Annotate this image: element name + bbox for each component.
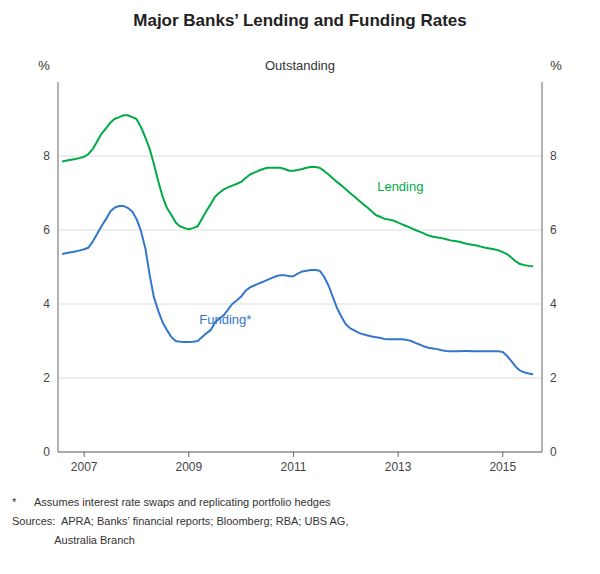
grid-line xyxy=(58,378,542,379)
y2-axis-label: % xyxy=(550,58,562,73)
title: Major Banks’ Lending and Funding Rates xyxy=(133,11,466,30)
footnote: * Assumes interest rate swaps and replic… xyxy=(12,496,331,508)
y-tick-label: 0 xyxy=(43,445,50,459)
line-label: Funding* xyxy=(199,312,251,327)
y-tick-label: 6 xyxy=(43,223,50,237)
y2-tick-label: 0 xyxy=(550,445,557,459)
y-axis-line xyxy=(58,82,59,452)
x-tick-label: 2007 xyxy=(71,460,98,474)
chart: Major Banks’ Lending and Funding Rates Ou… xyxy=(0,0,600,574)
grid-line xyxy=(58,156,542,157)
x-tick-label: 2011 xyxy=(281,460,307,474)
x-tick xyxy=(188,452,189,457)
grid-line xyxy=(58,304,542,305)
footnote: Australia Branch xyxy=(12,534,135,546)
y2-tick-label: 8 xyxy=(550,149,557,163)
y2-tick-label: 2 xyxy=(550,371,557,385)
x-tick xyxy=(502,452,503,457)
y-tick-label: 4 xyxy=(43,297,50,311)
series-line xyxy=(62,206,533,374)
grid-line xyxy=(58,230,542,231)
y-tick-label: 2 xyxy=(43,371,50,385)
grid xyxy=(58,156,542,452)
x-tick xyxy=(84,452,85,457)
line-label: Lending xyxy=(377,179,423,194)
x-tick-label: 2013 xyxy=(385,460,412,474)
series-line xyxy=(62,115,533,266)
y-axis-label: % xyxy=(38,58,50,73)
x-tick xyxy=(398,452,399,457)
grid-line xyxy=(58,452,542,453)
y-tick-label: 8 xyxy=(43,149,50,163)
subtitle: Outstanding xyxy=(265,58,335,73)
x-tick xyxy=(293,452,294,457)
x-tick-label: 2015 xyxy=(489,460,516,474)
lines xyxy=(62,115,533,374)
y2-tick-label: 4 xyxy=(550,297,557,311)
y2-axis-line xyxy=(542,82,543,452)
y2-tick-label: 6 xyxy=(550,223,557,237)
x-tick-label: 2009 xyxy=(175,460,202,474)
footnote: Sources: APRA; Banks’ financial reports;… xyxy=(12,515,348,527)
x-axis-line xyxy=(58,452,542,453)
